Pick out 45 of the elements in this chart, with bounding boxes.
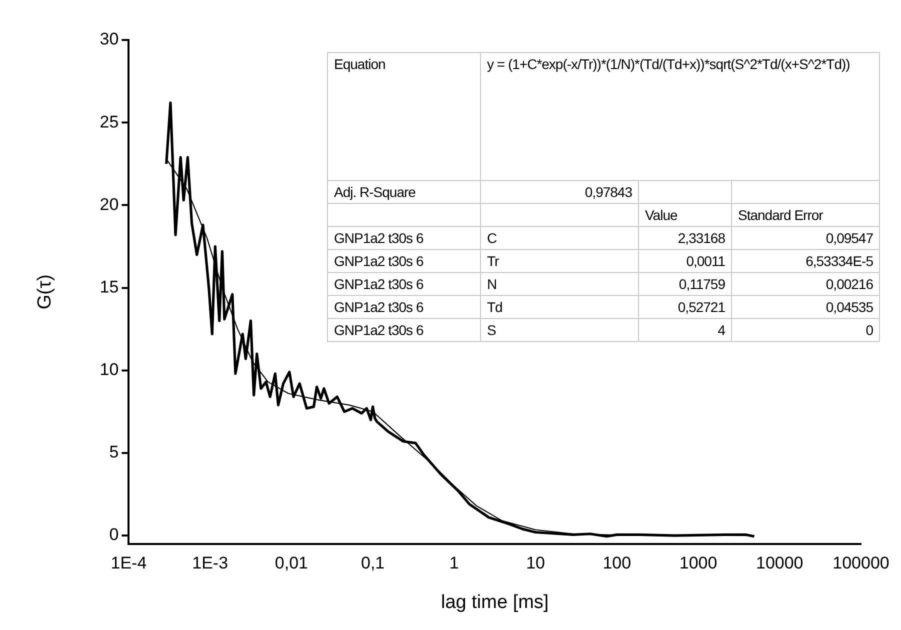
- y-tick-label: 20: [100, 194, 119, 214]
- annotation: 0,00216: [732, 272, 880, 296]
- x-tick-label: 100: [602, 554, 632, 573]
- annotation: GNP1a2 t30s 6: [328, 272, 480, 296]
- annotation: Value: [638, 204, 732, 226]
- y-tick-label: 15: [100, 277, 119, 296]
- x-tick-label: 0,01: [274, 554, 308, 573]
- x-tick-label: 10000: [756, 554, 804, 573]
- x-tick-label: 0,1: [360, 554, 385, 573]
- annotation: Td: [480, 296, 638, 318]
- annotation: GNP1a2 t30s 6: [328, 226, 480, 250]
- x-tick-label: 1: [449, 554, 459, 573]
- y-tick-label: 5: [109, 442, 119, 462]
- x-tick-label: 100000: [832, 554, 890, 573]
- annotation: 6,53334E-5: [732, 250, 880, 272]
- annotation: 0,09547: [732, 226, 880, 250]
- annotation: 0,0011: [638, 250, 732, 272]
- x-tick-label: 10: [526, 554, 545, 573]
- annotation: 4: [638, 318, 732, 342]
- x-tick-label: 1E-4: [110, 554, 147, 573]
- x-axis-title: lag time [ms]: [441, 592, 549, 613]
- y-axis-title: G(τ): [34, 274, 56, 310]
- text: 0: [732, 318, 880, 342]
- x-tick-label: 1E-3: [192, 554, 228, 573]
- annotation: Equation: [328, 52, 480, 180]
- y-tick-label: 30: [100, 30, 119, 49]
- annotation: 0,04535: [732, 296, 880, 318]
- annotation: 0,97843: [480, 180, 638, 204]
- annotation: GNP1a2 t30s 6: [328, 296, 480, 318]
- annotation: N: [480, 272, 638, 296]
- x-tick-label: 1000: [679, 554, 718, 573]
- annotation: Tr: [480, 250, 638, 272]
- annotation: y = (1+C*exp(-x/Tr))*(1/N)*(Td/(Td+x))*sqrt(S^2*Td/(x+S^2*Td)): [480, 52, 880, 180]
- y-tick-label: 0: [109, 525, 119, 544]
- y-tick-label: 10: [100, 360, 119, 380]
- annotation: 0,52721: [638, 296, 732, 318]
- annotation: C: [480, 226, 638, 250]
- annotation: 2,33168: [638, 226, 732, 250]
- annotation: GNP1a2 t30s 6: [328, 318, 480, 342]
- annotation: S: [480, 318, 638, 342]
- annotation: 0,11759: [638, 272, 732, 296]
- annotation: GNP1a2 t30s 6: [328, 250, 480, 272]
- y-tick-label: 25: [100, 112, 119, 132]
- annotation: Adj. R-Square: [328, 180, 480, 204]
- annotation: Standard Error: [732, 204, 880, 226]
